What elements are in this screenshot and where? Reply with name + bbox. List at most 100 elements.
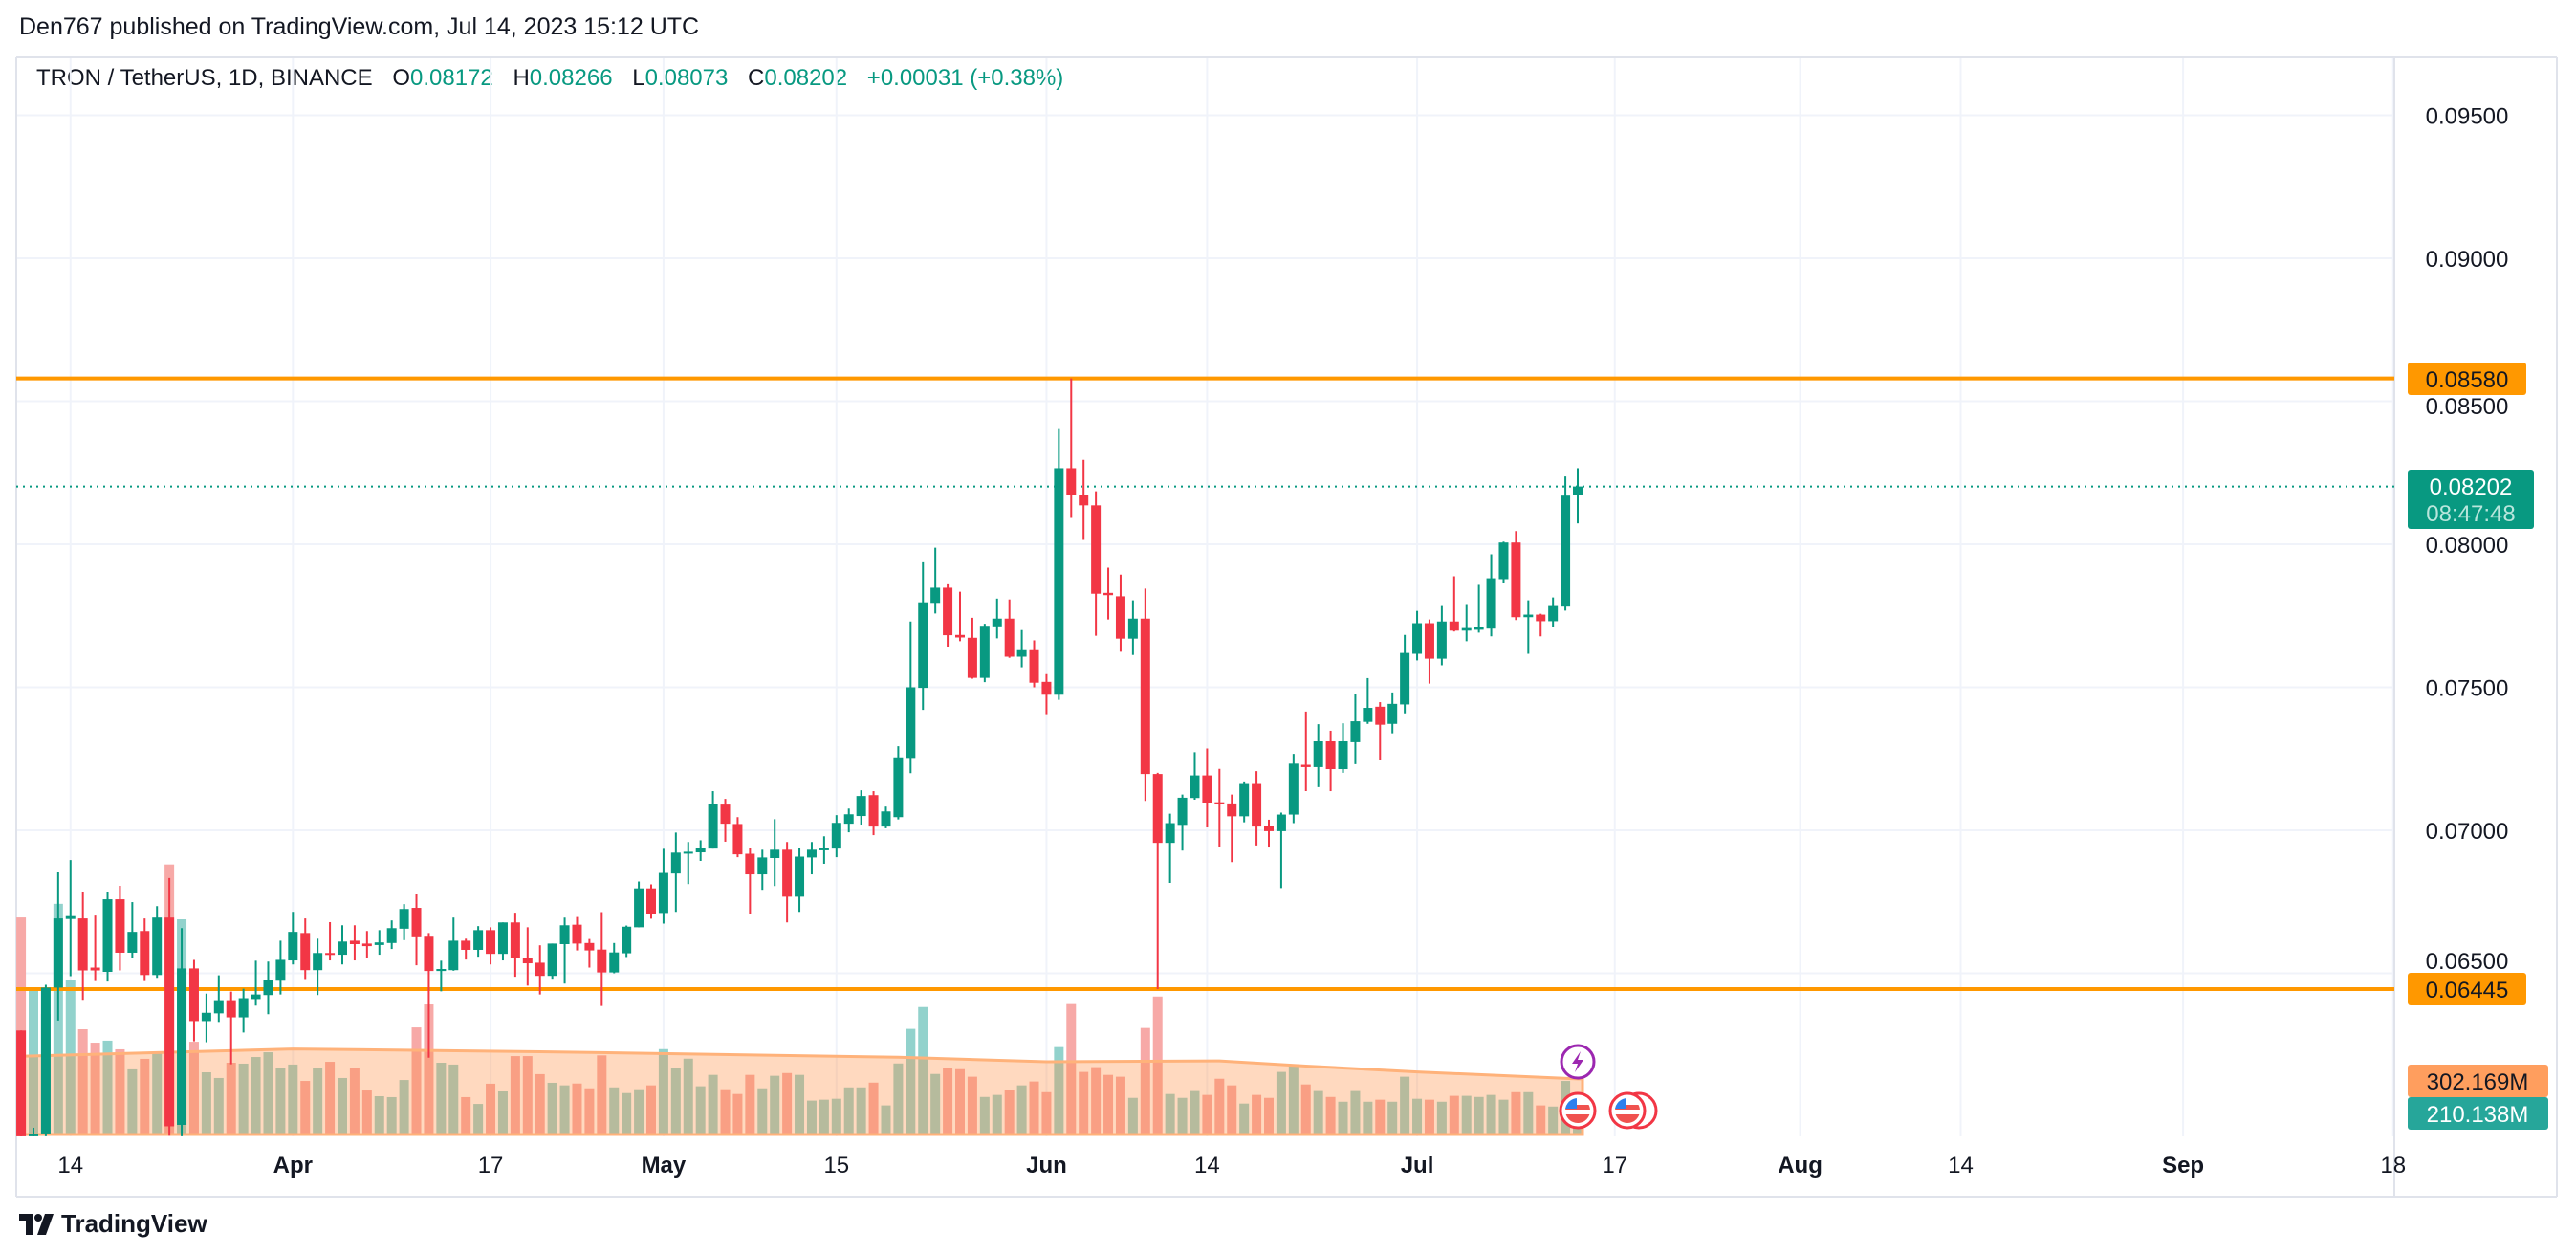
candle-body [522, 958, 533, 964]
candle-body [806, 849, 817, 858]
candle-body [1511, 542, 1521, 618]
candle-body [497, 922, 508, 955]
volume-bar [1029, 1081, 1039, 1134]
volume-bar [29, 987, 38, 1134]
candle-body [670, 852, 681, 874]
candle-body [1127, 618, 1138, 639]
volume-bar [1054, 1046, 1064, 1134]
candle-body [943, 587, 953, 636]
candle-body [893, 757, 904, 818]
candle-body [1387, 703, 1398, 724]
lightning-icon[interactable] [1560, 1044, 1596, 1080]
candle-body [90, 967, 100, 971]
price-tick-label: 0.08500 [2426, 394, 2509, 420]
volume-bar [1412, 1098, 1423, 1134]
volume-bar [300, 1081, 311, 1134]
volume-bar [795, 1074, 805, 1134]
low-label: L [632, 65, 645, 91]
candles [16, 378, 1583, 1136]
volume-bar [918, 1006, 928, 1134]
candle-body [1214, 802, 1225, 804]
volume-bar [213, 1077, 224, 1134]
us-flag-icon[interactable] [1608, 1091, 1647, 1130]
candle-body [708, 804, 718, 849]
candle-body [361, 943, 372, 947]
candle-body [65, 915, 76, 919]
volume-bar [535, 1073, 545, 1134]
price-axis-labels: 0.08580 0.06445 0.08202 08:47:48 302.169… [2408, 363, 2548, 1130]
volume-bar [757, 1088, 768, 1134]
close-label: C [748, 65, 765, 91]
candle-body [1288, 763, 1299, 815]
candle-body [461, 940, 471, 950]
volume-bar [1536, 1105, 1546, 1134]
candle-body [1561, 495, 1571, 607]
candle-body [1412, 623, 1423, 654]
volume-bar [683, 1058, 693, 1134]
volume-label-bg [2408, 1097, 2548, 1130]
volume-bar [188, 1042, 199, 1134]
price-axis[interactable]: 0.09500 0.09000 0.08500 0.08000 0.07500 0.070… [2426, 104, 2509, 976]
symbol-title: TRON / TetherUS, 1D, BINANCE [36, 65, 373, 91]
candle-body [1573, 486, 1583, 495]
countdown-label: 08:47:48 [2426, 501, 2515, 527]
volume-bar [893, 1063, 904, 1134]
candle-body [288, 932, 298, 961]
candle-body [1363, 708, 1373, 722]
candle-body [1091, 505, 1102, 594]
volume-bar [745, 1074, 755, 1134]
tradingview-logo-icon [19, 1213, 54, 1235]
candle-body [29, 1133, 38, 1136]
candle-body [1325, 741, 1336, 770]
volume-bar [16, 917, 27, 1134]
change-value: +0.00031 (+0.38%) [866, 65, 1064, 91]
time-tick-label: 17 [1602, 1153, 1627, 1178]
volume-bar [65, 980, 76, 1134]
candle-body [411, 908, 422, 937]
volume-bar [1523, 1091, 1534, 1134]
volume-bar [1288, 1066, 1299, 1134]
volume-bar [1103, 1074, 1114, 1134]
volume-bar [436, 1063, 447, 1134]
us-flag-icon[interactable] [1559, 1091, 1597, 1130]
time-tick-label: 14 [1194, 1153, 1220, 1178]
chart-frame [15, 56, 2558, 1198]
volume-bar [831, 1098, 841, 1134]
volume-bar [1300, 1084, 1311, 1134]
publish-info: Den767 published on TradingView.com, Jul… [19, 13, 700, 40]
candle-body [967, 637, 977, 678]
candle-body [955, 634, 965, 638]
candle-body [1152, 774, 1163, 844]
volume-bar [1424, 1099, 1434, 1134]
candle-body [152, 917, 163, 976]
candle-body [1276, 814, 1286, 831]
volume-bar [559, 1085, 570, 1134]
candle-body [1239, 783, 1250, 817]
volume-bar [782, 1072, 793, 1134]
candle-body [795, 856, 805, 897]
footer-brand[interactable]: TradingView [19, 1209, 207, 1239]
volume-bar [720, 1089, 731, 1134]
low-value: 0.08073 [644, 65, 729, 91]
volume-bar [843, 1087, 854, 1134]
volume-bar [448, 1064, 459, 1134]
candle-body [16, 1030, 27, 1136]
volume-bar [102, 1040, 113, 1134]
volume-bar [399, 1080, 409, 1134]
volume-bar [1227, 1085, 1237, 1134]
grid [16, 57, 2394, 1136]
volume-bar [1127, 1097, 1138, 1134]
volume-bar [572, 1083, 582, 1134]
volume-bar [943, 1068, 953, 1134]
volume-bar [881, 1105, 891, 1134]
support-label: 0.06445 [2426, 978, 2509, 1003]
volume-bar [1387, 1101, 1398, 1134]
candle-body [584, 942, 595, 951]
event-markers[interactable] [1559, 1044, 1658, 1130]
candle-body [102, 899, 113, 973]
time-axis[interactable]: 14 Apr 17 May 15 Jun 14 Jul 17 Aug 14 Sep 18 [57, 1153, 2406, 1178]
candle-body [263, 980, 273, 996]
volume-label: 210.138M [2427, 1102, 2529, 1128]
volume-bar [819, 1099, 829, 1134]
